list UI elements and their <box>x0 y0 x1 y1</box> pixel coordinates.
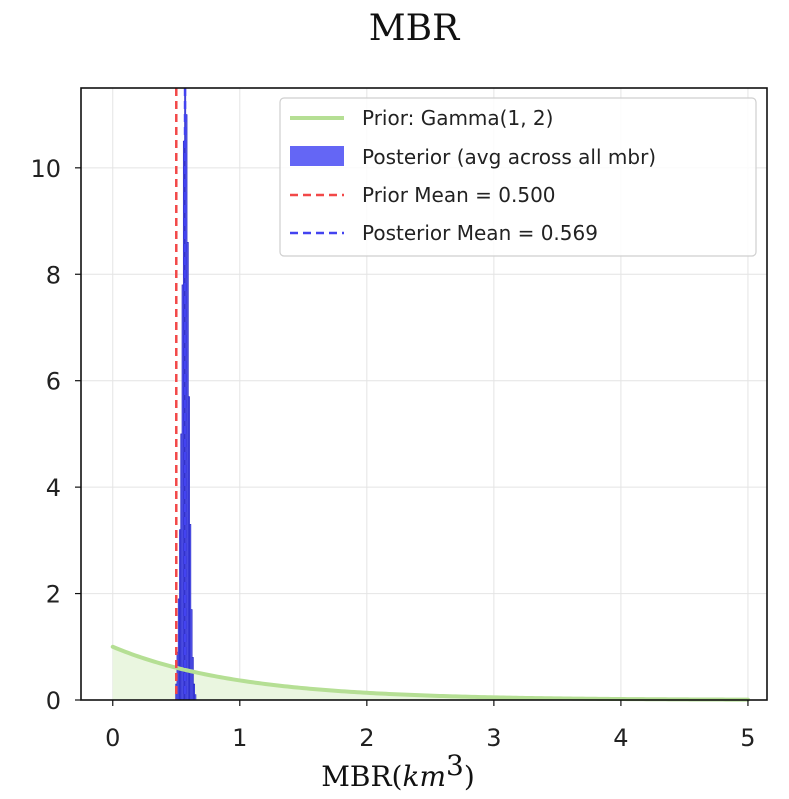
legend-label-posterior-mean: Posterior Mean = 0.569 <box>362 221 598 245</box>
mean-lines <box>175 88 187 700</box>
chart-title: MBR <box>369 8 460 49</box>
y-tick-label: 0 <box>46 687 61 715</box>
x-axis-label-open-paren: ( <box>392 760 403 793</box>
y-ticks: 0 2 4 6 8 10 <box>30 155 81 715</box>
legend-swatch-posterior <box>290 146 344 166</box>
x-ticks: 0 1 2 3 4 5 <box>105 700 756 752</box>
x-tick-label: 4 <box>613 724 628 752</box>
plot-frame <box>80 87 768 701</box>
x-axis-label-exponent: 3 <box>446 749 464 782</box>
legend-label-prior: Prior: Gamma(1, 2) <box>362 106 553 130</box>
y-tick-label: 6 <box>46 368 61 396</box>
x-axis-label-close-paren: ) <box>464 760 475 793</box>
x-tick-label: 1 <box>232 724 247 752</box>
legend-label-prior-mean: Prior Mean = 0.500 <box>362 183 556 207</box>
x-tick-label: 5 <box>740 724 755 752</box>
legend: Prior: Gamma(1, 2) Posterior (avg across… <box>279 97 757 257</box>
x-axis-label: MBR(km3) <box>321 749 475 793</box>
legend-box <box>279 97 757 257</box>
x-tick-label: 2 <box>359 724 374 752</box>
y-tick-label: 10 <box>30 155 61 183</box>
prior-line-layer <box>110 644 750 702</box>
x-tick-label: 3 <box>486 724 501 752</box>
x-tick-label: 0 <box>105 724 120 752</box>
x-axis-label-unit: km <box>402 760 446 793</box>
y-tick-label: 8 <box>46 261 61 289</box>
y-tick-label: 2 <box>46 581 61 609</box>
x-axis-label-main: MBR <box>321 760 392 793</box>
prior-line <box>110 644 750 702</box>
legend-label-posterior: Posterior (avg across all mbr) <box>362 145 656 169</box>
y-tick-label: 4 <box>46 474 61 502</box>
